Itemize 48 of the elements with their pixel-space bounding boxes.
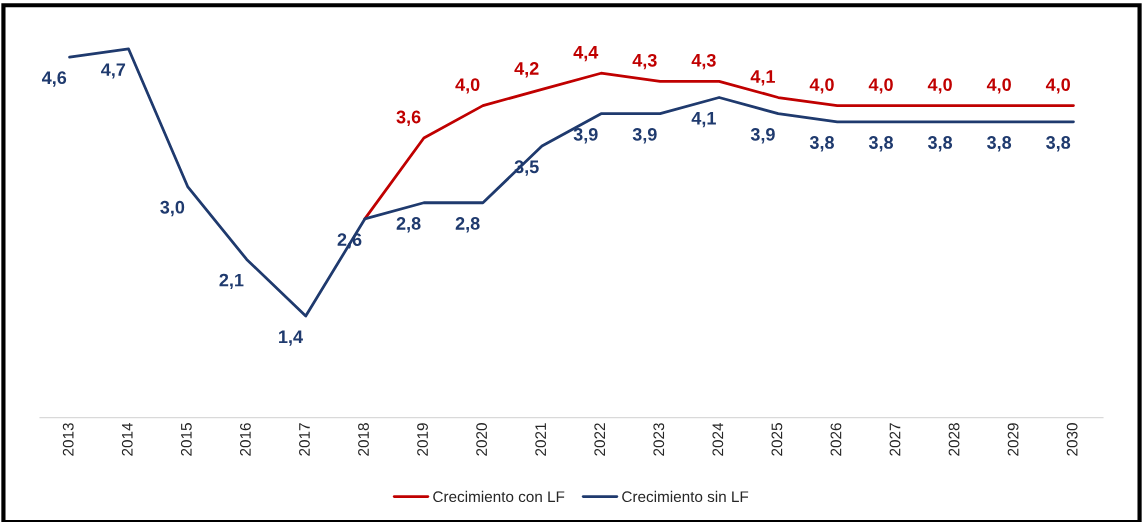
x-tick-label: 2029 (1007, 423, 1019, 456)
data-label: 2,8 (455, 217, 480, 233)
data-label: 3,9 (573, 127, 598, 144)
x-tick-label: 2023 (653, 423, 665, 456)
data-label: 3,9 (750, 127, 775, 144)
x-tick-label: 2022 (594, 423, 606, 456)
x-tick-label: 2018 (358, 423, 369, 456)
data-label: 3,8 (1046, 136, 1071, 152)
data-label: 3,9 (632, 127, 657, 144)
data-label: 4,7 (101, 63, 126, 79)
data-label: 4,3 (691, 53, 716, 70)
x-tick-label: 2015 (180, 423, 192, 456)
data-label: 1,4 (279, 330, 303, 346)
x-tick-label: 2017 (299, 423, 310, 456)
x-tick-label: 2030 (1066, 423, 1078, 456)
data-label: 4,4 (573, 46, 599, 62)
data-label: 4,0 (455, 78, 480, 94)
x-tick-label: 2027 (889, 423, 901, 456)
legend-label: Crecimiento sin LF (622, 490, 749, 503)
data-label: 4,0 (809, 78, 834, 94)
data-label: 4,1 (750, 70, 775, 86)
data-label: 3,8 (987, 136, 1012, 152)
legend-label: Crecimiento con LF (433, 490, 565, 503)
data-label: 4,0 (868, 78, 893, 94)
data-label: 4,3 (632, 53, 657, 70)
data-label: 4,0 (986, 78, 1011, 94)
x-tick-label: 2020 (476, 423, 488, 456)
data-label: 3,8 (927, 136, 953, 152)
data-label: 3,0 (160, 200, 185, 217)
data-label: 2,8 (396, 217, 421, 233)
data-label: 4,6 (41, 71, 67, 87)
data-label: 4,2 (514, 62, 539, 78)
x-tick-label: 2025 (771, 423, 783, 456)
x-tick-label: 2028 (948, 423, 960, 456)
x-tick-label: 2014 (121, 422, 133, 456)
data-label: 2,1 (219, 273, 244, 290)
x-tick-label: 2024 (712, 422, 724, 456)
data-label: 4,0 (927, 78, 952, 94)
data-label: 3,8 (868, 136, 894, 152)
x-tick-label: 2019 (417, 423, 428, 456)
x-tick-label: 2021 (535, 423, 547, 456)
x-tick-label: 2016 (239, 423, 251, 456)
x-tick-label: 2026 (830, 423, 842, 456)
data-label: 4,0 (1045, 78, 1070, 94)
data-label: 3,8 (809, 136, 834, 152)
x-tick-label: 2013 (62, 423, 74, 456)
data-label: 3,6 (396, 110, 421, 126)
data-label: 4,1 (691, 111, 716, 128)
